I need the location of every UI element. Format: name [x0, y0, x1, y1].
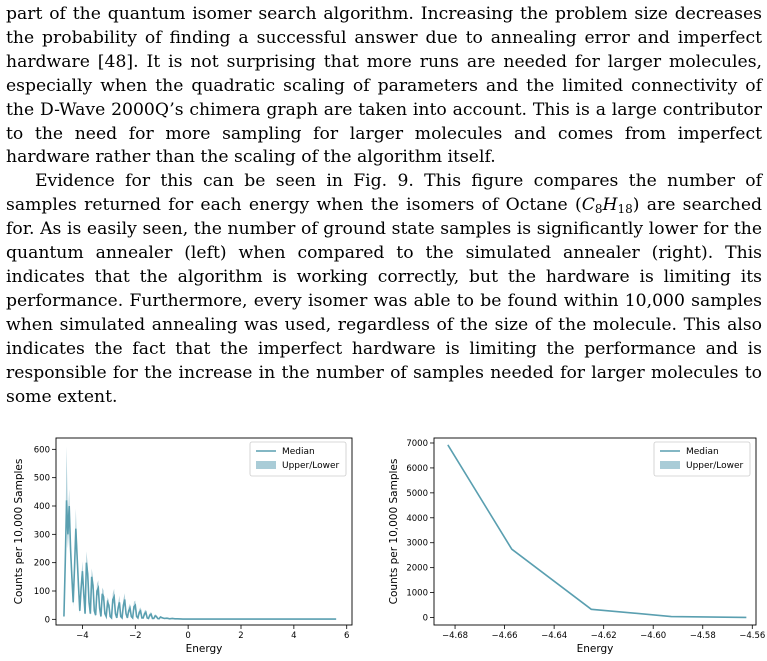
x-tick-label: −4.56: [739, 631, 765, 641]
formula-carbon-subscript: 8: [594, 202, 603, 217]
legend-band-label: Upper/Lower: [282, 461, 340, 471]
x-axis-label: Energy: [186, 643, 223, 655]
y-tick-label: 500: [34, 474, 50, 484]
legend-band-label: Upper/Lower: [686, 461, 744, 471]
x-tick-label: 6: [344, 631, 349, 641]
y-tick-label: 4000: [406, 514, 428, 524]
y-axis-label: Counts per 10,000 Samples: [13, 459, 25, 605]
x-tick-label: −4.58: [690, 631, 716, 641]
x-tick-label: 0: [185, 631, 190, 641]
x-tick-label: −4.66: [492, 631, 518, 641]
x-tick-label: −2: [129, 631, 142, 641]
y-tick-label: 7000: [406, 439, 428, 449]
x-tick-label: −4.62: [591, 631, 617, 641]
formula-hydrogen-subscript: 18: [617, 202, 633, 217]
median-line: [63, 500, 337, 620]
y-axis-label: Counts per 10,000 Samples: [388, 459, 400, 605]
x-axis-label: Energy: [577, 643, 614, 655]
y-tick-label: 0: [45, 615, 50, 625]
x-tick-label: −4.64: [541, 631, 567, 641]
y-tick-label: 2000: [406, 564, 428, 574]
paper-text: part of the quantum isomer search algori…: [6, 3, 762, 409]
y-tick-label: 400: [34, 502, 50, 512]
legend-band-swatch: [660, 461, 680, 469]
simulated-annealer-chart: −4.68 −4.66 −4.64 −4.62 −4.60 −4.58 −4.56 0 1000…: [388, 437, 765, 655]
y-tick-label: 3000: [406, 539, 428, 549]
legend-median-label: Median: [686, 447, 719, 457]
y-tick-label: 6000: [406, 464, 428, 474]
paragraph-2-text-before: Evidence for this can be seen in Fig. 9.…: [6, 171, 762, 216]
y-tick-label: 200: [34, 559, 50, 569]
formula-carbon: C: [581, 195, 595, 216]
x-tick-label: −4: [76, 631, 89, 641]
y-tick-label: 100: [34, 587, 50, 597]
legend-band-swatch: [256, 461, 276, 469]
plot-frame: [55, 437, 353, 626]
legend-median-label: Median: [282, 447, 315, 457]
x-tick-label: 2: [238, 631, 243, 641]
y-tick-label: 300: [34, 530, 50, 540]
quantum-annealer-chart: −4 −2 0 2 4 6 0 100 200 300 400 500 600 Energy Counts …: [13, 437, 353, 655]
paragraph-1: part of the quantum isomer search algori…: [6, 4, 762, 168]
formula-hydrogen: H: [602, 195, 618, 216]
y-tick-label: 600: [34, 445, 50, 455]
y-tick-label: 0: [423, 614, 428, 624]
plot-frame: [433, 437, 757, 626]
median-line: [447, 444, 747, 619]
y-tick-label: 5000: [406, 489, 428, 499]
x-tick-label: −4.68: [442, 631, 468, 641]
paragraph-2: Evidence for this can be seen in Fig. 9.…: [6, 170, 762, 409]
octane-formula: C8H18: [582, 195, 633, 215]
x-tick-label: −4.60: [640, 631, 666, 641]
y-tick-label: 1000: [406, 589, 428, 599]
x-tick-label: 4: [291, 631, 296, 641]
paragraph-2-text-after: ) are searched for. As is easily seen, t…: [6, 195, 763, 407]
